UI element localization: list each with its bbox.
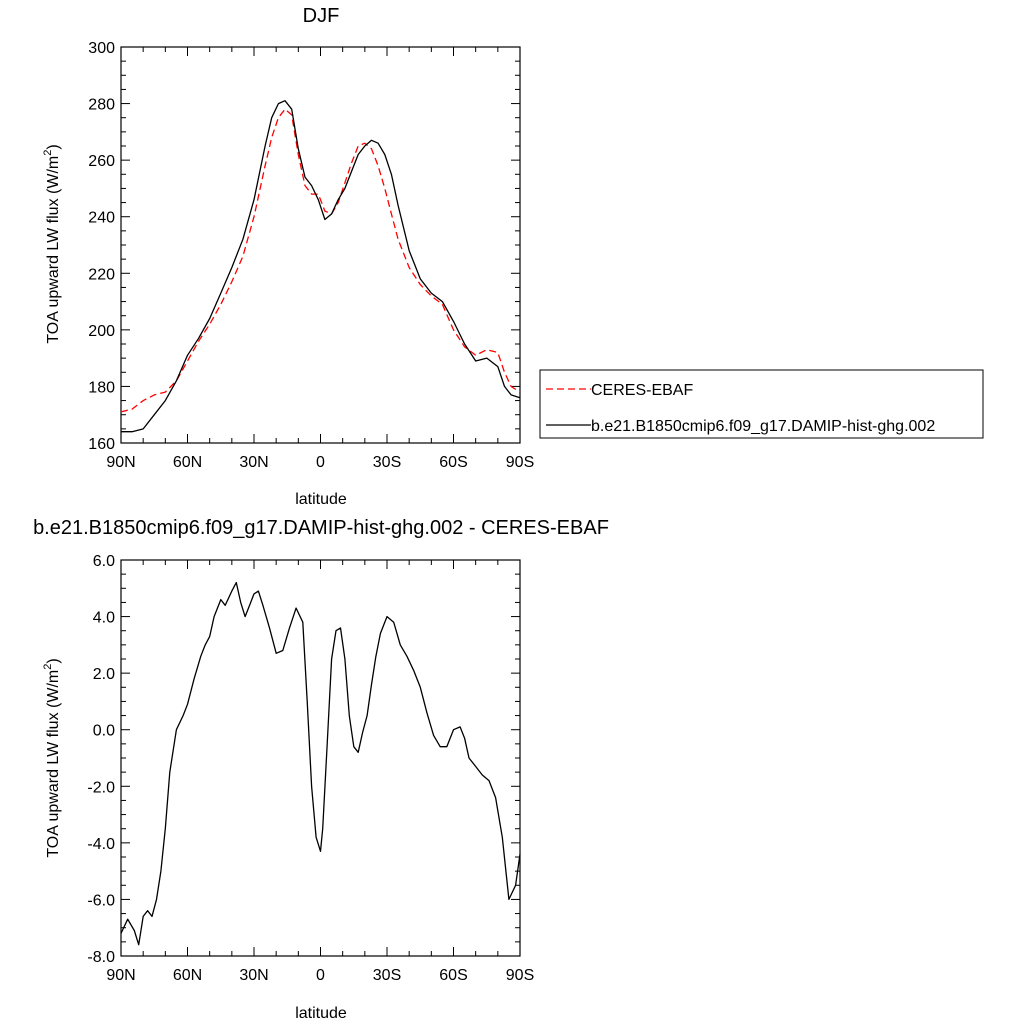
chart-djf: DJF 90N 60N 30N 0 30S 60S 90S 160 180 200 220 240 26…	[42, 5, 984, 508]
y-axis-label-sup: 2	[42, 664, 54, 670]
y-tick-label: -4.0	[87, 836, 115, 853]
y-tick-label: 240	[88, 210, 115, 227]
y-tick-label: 4.0	[93, 610, 115, 627]
x-tick-label: 60S	[439, 967, 467, 984]
y-tick-label: 6.0	[93, 553, 115, 570]
series-line-0	[120, 108, 521, 413]
x-tick-label: 60S	[439, 454, 467, 471]
x-tick-label: 30S	[373, 967, 401, 984]
x-axis-label: latitude	[295, 491, 347, 508]
y-axis-label: TOA upward LW flux (W/m2)	[42, 144, 62, 343]
x-tick-label: 30S	[373, 454, 401, 471]
x-axis-label: latitude	[295, 1005, 347, 1022]
y-axis-label: TOA upward LW flux (W/m2)	[42, 658, 62, 857]
y-axis-label-main: TOA upward LW flux (W/m	[45, 156, 62, 344]
x-tick-label: 30N	[239, 967, 268, 984]
y-tick-label: -8.0	[87, 949, 115, 966]
y-tick-label: 160	[88, 436, 115, 453]
y-tick-label: 220	[88, 266, 115, 283]
x-tick-label: 0	[316, 967, 325, 984]
series-line-0	[120, 581, 521, 946]
legend: CERES-EBAF b.e21.B1850cmip6.f09_g17.DAMI…	[539, 369, 984, 439]
y-tick-label: 0.0	[93, 723, 115, 740]
y-tick-label: 2.0	[93, 666, 115, 683]
plot-frame	[120, 559, 521, 957]
y-tick-label: 200	[88, 323, 115, 340]
y-axis-label-close: )	[45, 144, 62, 149]
y-axis-label-main: TOA upward LW flux (W/m	[45, 670, 62, 858]
y-tick-label: 260	[88, 153, 115, 170]
y-axis-label-sup: 2	[42, 150, 54, 156]
x-tick-label: 30N	[239, 454, 268, 471]
y-tick-label: 180	[88, 379, 115, 396]
x-tick-label: 60N	[173, 967, 202, 984]
legend-entry-ceres: CERES-EBAF	[591, 382, 693, 399]
x-tick-label: 90S	[506, 967, 534, 984]
y-tick-label: -2.0	[87, 779, 115, 796]
y-tick-label: 300	[88, 40, 115, 57]
x-tick-label: 90N	[106, 967, 135, 984]
series-line-1	[121, 100, 521, 433]
chart-title: b.e21.B1850cmip6.f09_g17.DAMIP-hist-ghg.…	[33, 517, 609, 539]
x-tick-label: 0	[316, 454, 325, 471]
legend-entry-model: b.e21.B1850cmip6.f09_g17.DAMIP-hist-ghg.…	[591, 418, 935, 435]
y-axis-label-close: )	[45, 658, 62, 663]
plot-area: 90N 60N 30N 0 30S 60S 90S 160 180 200 220 240 260 280…	[88, 40, 534, 471]
legend-box	[539, 369, 984, 439]
x-tick-label: 90S	[506, 454, 534, 471]
x-tick-label: 60N	[173, 454, 202, 471]
chart-difference: b.e21.B1850cmip6.f09_g17.DAMIP-hist-ghg.…	[33, 517, 609, 1022]
plot-frame	[120, 46, 521, 444]
x-tick-label: 90N	[106, 454, 135, 471]
y-tick-label: 280	[88, 97, 115, 114]
y-tick-label: -6.0	[87, 892, 115, 909]
plot-area: 90N 60N 30N 0 30S 60S 90S -8.0 -6.0 -4.0 -2.0 0.0 2.…	[87, 553, 534, 984]
chart-title: DJF	[303, 5, 340, 27]
